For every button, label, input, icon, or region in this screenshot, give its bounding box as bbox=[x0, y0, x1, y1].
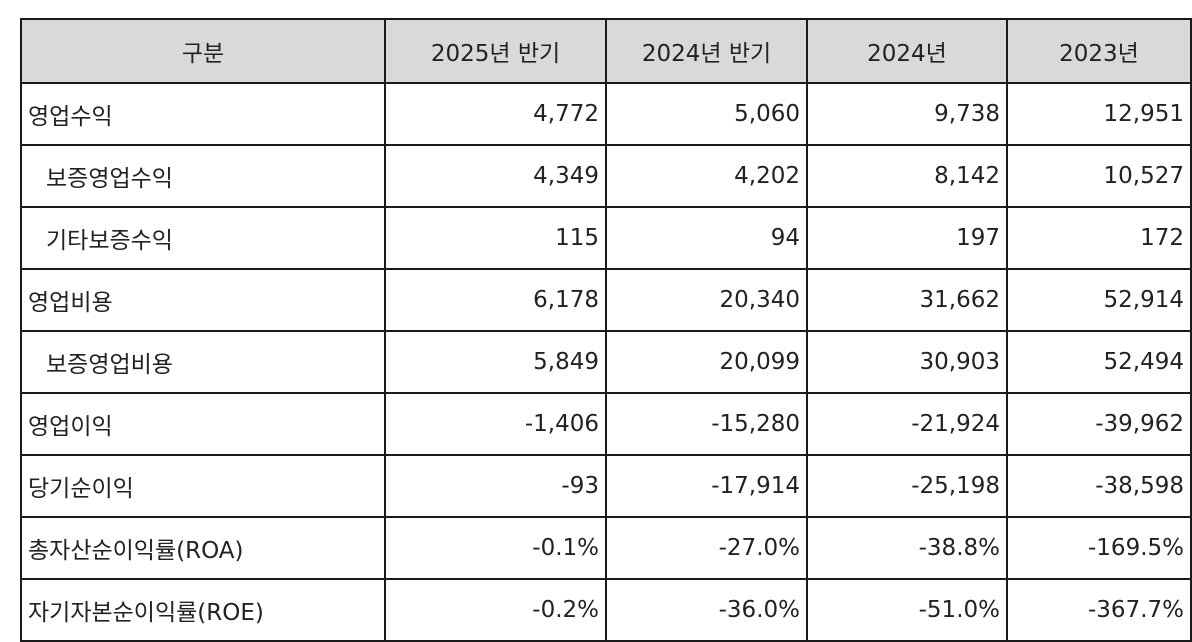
row-label: 영업비용 bbox=[20, 268, 386, 332]
row-label: 기타보증수익 bbox=[20, 206, 386, 270]
financial-summary-table: 구분 2025년 반기 2024년 반기 2024년 2023년 영업수익 4,… bbox=[20, 18, 1192, 642]
table-cell: -39,962 bbox=[1006, 392, 1192, 456]
table-row-roa: 총자산순이익률(ROA) -0.1% -27.0% -38.8% -169.5% bbox=[20, 516, 1192, 580]
table-cell: -17,914 bbox=[605, 454, 808, 518]
table-cell: -51.0% bbox=[806, 578, 1008, 642]
table-cell: 9,738 bbox=[806, 82, 1008, 146]
row-label: 보증영업수익 bbox=[20, 144, 386, 208]
table-cell: -169.5% bbox=[1006, 516, 1192, 580]
table-cell: -15,280 bbox=[605, 392, 808, 456]
table-cell: -0.2% bbox=[384, 578, 607, 642]
header-2025-half: 2025년 반기 bbox=[384, 18, 607, 84]
table-cell: 12,951 bbox=[1006, 82, 1192, 146]
table-cell: 94 bbox=[605, 206, 808, 270]
table-cell: 197 bbox=[806, 206, 1008, 270]
table-cell: 4,772 bbox=[384, 82, 607, 146]
row-label: 당기순이익 bbox=[20, 454, 386, 518]
table-cell: -0.1% bbox=[384, 516, 607, 580]
table-row-guarantee-expense: 보증영업비용 5,849 20,099 30,903 52,494 bbox=[20, 330, 1192, 394]
table-cell: 5,849 bbox=[384, 330, 607, 394]
table-cell: 52,914 bbox=[1006, 268, 1192, 332]
header-2024: 2024년 bbox=[806, 18, 1008, 84]
table-cell: 8,142 bbox=[806, 144, 1008, 208]
table-header: 구분 2025년 반기 2024년 반기 2024년 2023년 bbox=[20, 18, 1192, 84]
table-cell: 115 bbox=[384, 206, 607, 270]
table-cell: -38,598 bbox=[1006, 454, 1192, 518]
row-label: 자기자본순이익률(ROE) bbox=[20, 578, 386, 642]
financial-table-container: 구분 2025년 반기 2024년 반기 2024년 2023년 영업수익 4,… bbox=[20, 18, 1192, 642]
table-cell: 31,662 bbox=[806, 268, 1008, 332]
table-cell: 20,340 bbox=[605, 268, 808, 332]
table-row-guarantee-revenue: 보증영업수익 4,349 4,202 8,142 10,527 bbox=[20, 144, 1192, 208]
table-cell: 20,099 bbox=[605, 330, 808, 394]
row-label: 보증영업비용 bbox=[20, 330, 386, 394]
table-cell: 5,060 bbox=[605, 82, 808, 146]
table-cell: 4,202 bbox=[605, 144, 808, 208]
table-row-net-income: 당기순이익 -93 -17,914 -25,198 -38,598 bbox=[20, 454, 1192, 518]
row-label: 영업이익 bbox=[20, 392, 386, 456]
table-cell: -25,198 bbox=[806, 454, 1008, 518]
table-row-operating-revenue: 영업수익 4,772 5,060 9,738 12,951 bbox=[20, 82, 1192, 146]
table-cell: -36.0% bbox=[605, 578, 808, 642]
table-row-operating-expense: 영업비용 6,178 20,340 31,662 52,914 bbox=[20, 268, 1192, 332]
table-cell: -27.0% bbox=[605, 516, 808, 580]
table-cell: 52,494 bbox=[1006, 330, 1192, 394]
table-cell: -38.8% bbox=[806, 516, 1008, 580]
header-2024-half: 2024년 반기 bbox=[605, 18, 808, 84]
table-body: 영업수익 4,772 5,060 9,738 12,951 보증영업수익 4,3… bbox=[20, 82, 1192, 642]
table-row-other-guarantee-revenue: 기타보증수익 115 94 197 172 bbox=[20, 206, 1192, 270]
row-label: 총자산순이익률(ROA) bbox=[20, 516, 386, 580]
table-cell: 4,349 bbox=[384, 144, 607, 208]
header-2023: 2023년 bbox=[1006, 18, 1192, 84]
table-cell: 172 bbox=[1006, 206, 1192, 270]
table-cell: 30,903 bbox=[806, 330, 1008, 394]
table-row-roe: 자기자본순이익률(ROE) -0.2% -36.0% -51.0% -367.7… bbox=[20, 578, 1192, 642]
table-cell: -367.7% bbox=[1006, 578, 1192, 642]
table-cell: -21,924 bbox=[806, 392, 1008, 456]
table-cell: 6,178 bbox=[384, 268, 607, 332]
table-cell: 10,527 bbox=[1006, 144, 1192, 208]
row-label: 영업수익 bbox=[20, 82, 386, 146]
table-cell: -1,406 bbox=[384, 392, 607, 456]
header-row: 구분 2025년 반기 2024년 반기 2024년 2023년 bbox=[20, 18, 1192, 84]
header-category: 구분 bbox=[20, 18, 386, 84]
table-row-operating-income: 영업이익 -1,406 -15,280 -21,924 -39,962 bbox=[20, 392, 1192, 456]
table-cell: -93 bbox=[384, 454, 607, 518]
